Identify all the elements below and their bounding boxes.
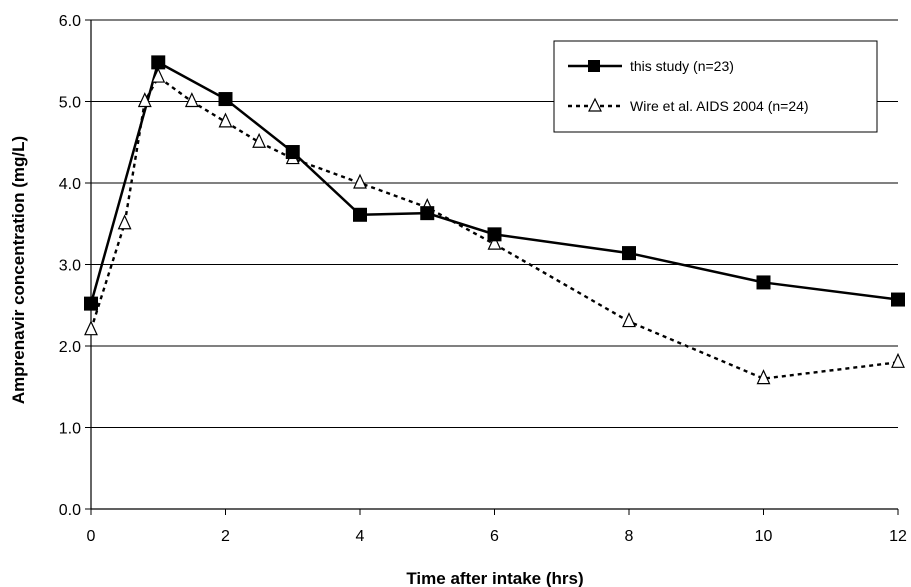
- y-tick-label: 2.0: [59, 339, 81, 356]
- data-point-square: [353, 207, 367, 222]
- data-point-triangle: [252, 132, 267, 148]
- data-point-triangle: [137, 92, 152, 108]
- data-point-square: [285, 145, 300, 160]
- y-tick-label: 3.0: [59, 258, 81, 275]
- data-point-triangle: [218, 112, 233, 128]
- y-tick-label: 0.0: [59, 502, 81, 519]
- x-tick-label: 6: [490, 528, 499, 545]
- x-tick-label: 4: [356, 528, 365, 545]
- y-tick-label: 6.0: [59, 13, 81, 30]
- data-point-square: [622, 246, 636, 261]
- legend-label-1: this study (n=23): [630, 58, 734, 74]
- y-tick-label: 4.0: [59, 176, 81, 193]
- y-tick-label: 1.0: [59, 421, 81, 438]
- x-tick-label: 0: [87, 528, 96, 545]
- data-point-square: [420, 206, 435, 221]
- data-point-triangle: [891, 352, 905, 368]
- x-tick-label: 2: [221, 528, 230, 545]
- series-line-1: [89, 60, 899, 304]
- x-tick-label: 8: [625, 528, 634, 545]
- legend-label-2: Wire et al. AIDS 2004 (n=24): [630, 98, 809, 114]
- y-tick-label: 5.0: [59, 95, 81, 112]
- data-point-square: [218, 92, 233, 107]
- data-point-triangle: [353, 173, 367, 189]
- series-line-2: [89, 75, 899, 380]
- data-point-triangle: [84, 320, 98, 336]
- data-point-square: [151, 55, 166, 70]
- data-point-square: [891, 292, 905, 307]
- legend-box: [553, 40, 878, 133]
- data-point-triangle: [151, 67, 166, 83]
- y-axis-title: Amprenavir concentration (mg/L): [9, 136, 28, 404]
- data-point-triangle: [184, 92, 199, 108]
- data-point-square: [487, 227, 502, 242]
- data-point-square: [84, 296, 98, 311]
- x-tick-label: 12: [889, 528, 907, 545]
- data-point-triangle: [622, 312, 636, 328]
- x-axis-title: Time after intake (hrs): [406, 569, 583, 587]
- x-tick-label: 10: [755, 528, 773, 545]
- legend-marker-triangle: [588, 97, 602, 112]
- data-point-triangle: [487, 234, 502, 250]
- legend-marker-square: [588, 60, 600, 72]
- data-point-triangle: [117, 214, 132, 230]
- data-point-square: [756, 275, 771, 290]
- data-point-triangle: [756, 369, 771, 385]
